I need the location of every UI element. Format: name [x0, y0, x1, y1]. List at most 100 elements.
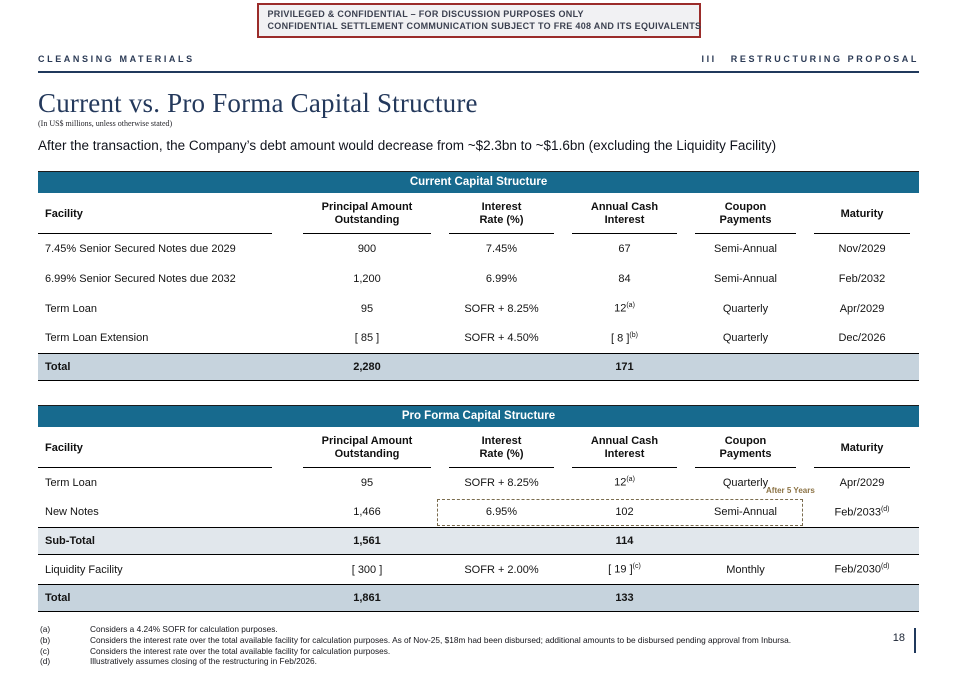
cell-interest-rate: SOFR + 4.50% — [464, 332, 539, 345]
cell-annual-cash: 67 — [618, 242, 631, 255]
total-label: Total — [38, 353, 294, 381]
footnote-marker: (b) — [40, 634, 51, 645]
header-left-label: CLEANSING MATERIALS — [38, 54, 195, 64]
col-header-annual-cash: Annual Cash Interest — [563, 193, 686, 234]
total-label: Total — [38, 584, 294, 612]
cell-interest-rate: SOFR + 8.25% — [464, 476, 539, 489]
lead-sentence: After the transaction, the Company’s deb… — [38, 138, 777, 153]
col-header-maturity: Maturity — [805, 427, 919, 468]
total-principal: 1,861 — [294, 584, 440, 612]
table-row: Term Loan 95 SOFR + 8.25% 12(a) Quarterl… — [38, 294, 919, 324]
banner-line-2: CONFIDENTIAL SETTLEMENT COMMUNICATION SU… — [267, 21, 702, 31]
table-title: Current Capital Structure — [38, 171, 920, 193]
cell-coupon: Monthly — [726, 563, 765, 576]
footnotes: (a) Considers a 4.24% SOFR for calculati… — [40, 624, 919, 667]
table-row: 6.99% Senior Secured Notes due 2032 1,20… — [38, 264, 919, 294]
footnote-ref: (a) — [626, 302, 635, 310]
cell-coupon: Quarterly — [722, 302, 769, 315]
footnote-text: Considers the interest rate over the tot… — [90, 645, 391, 656]
cell-facility: Liquidity Facility — [45, 563, 123, 576]
section-title: RESTRUCTURING PROPOSAL — [730, 54, 919, 64]
cell-facility: New Notes — [45, 506, 99, 519]
cell-maturity: Feb/2033(d) — [834, 505, 890, 519]
cell-maturity: Feb/2032 — [838, 272, 886, 285]
table-title-band: Current Capital Structure — [38, 171, 920, 193]
col-header-annual-cash: Annual Cash Interest — [563, 427, 686, 468]
footnote-marker: (a) — [40, 624, 51, 634]
section-number: III — [701, 54, 717, 64]
cell-annual-cash: 84 — [618, 272, 631, 285]
page-number: 18 — [892, 632, 905, 644]
table-title-band: Pro Forma Capital Structure — [38, 405, 919, 427]
units-note: (In US$ millions, unless otherwise state… — [38, 119, 173, 128]
footnote-ref: (b) — [629, 331, 638, 339]
table-row: Term Loan Extension [ 85 ] SOFR + 4.50% … — [38, 324, 919, 354]
cell-maturity: Feb/2030(d) — [834, 563, 890, 576]
table-row: Liquidity Facility [ 300 ] SOFR + 2.00% … — [38, 555, 919, 585]
footnote: (a) Considers a 4.24% SOFR for calculati… — [40, 624, 919, 635]
footnote-text: Illustratively assumes closing of the re… — [90, 656, 317, 667]
footnote-ref: (d) — [880, 563, 890, 571]
column-header-row: Facility Principal Amount Outstanding Int… — [38, 193, 919, 234]
cell-facility: 6.99% Senior Secured Notes due 2032 — [45, 272, 236, 285]
footnote-marker: (d) — [40, 656, 51, 667]
cell-principal: 95 — [360, 476, 374, 489]
col-header-principal: Principal Amount Outstanding — [294, 193, 440, 234]
footnote-ref: (a) — [626, 476, 635, 484]
cell-annual-cash: 12(a) — [614, 302, 635, 315]
cell-coupon: Quarterly — [722, 332, 769, 345]
total-annual-cash: 133 — [563, 584, 686, 612]
footnote-ref: (c) — [632, 563, 641, 571]
cell-interest-rate: 6.99% — [485, 272, 518, 285]
current-capital-structure-table: Current Capital Structure Facility Princ… — [38, 171, 920, 381]
footnote: (d) Illustratively assumes closing of th… — [40, 656, 919, 667]
col-header-interest-rate: Interest Rate (%) — [440, 193, 563, 234]
column-header-row: Facility Principal Amount Outstanding Int… — [38, 427, 919, 468]
footnote-ref: (d) — [880, 505, 890, 513]
footnote: (c) Considers the interest rate over the… — [40, 646, 919, 657]
after-5-years-label: After 5 Years — [766, 485, 815, 495]
cell-interest-rate: SOFR + 8.25% — [464, 302, 539, 315]
cell-facility: Term Loan — [45, 476, 97, 489]
cell-interest-rate: 7.45% — [485, 242, 518, 255]
cell-principal: 95 — [360, 302, 374, 315]
col-header-interest-rate: Interest Rate (%) — [440, 427, 563, 468]
slide-header: CLEANSING MATERIALS III RESTRUCTURING PRO… — [38, 54, 919, 64]
cell-facility: Term Loan — [45, 302, 97, 315]
subtotal-label: Sub-Total — [38, 527, 294, 555]
footnote-text: Considers the interest rate over the tot… — [90, 634, 792, 645]
total-principal: 2,280 — [294, 353, 440, 381]
table-row: 7.45% Senior Secured Notes due 2029 900 … — [38, 234, 919, 264]
cell-maturity: Apr/2029 — [839, 476, 885, 489]
cell-annual-cash: [ 8 ](b) — [611, 331, 638, 345]
cell-principal: 1,200 — [353, 272, 381, 285]
col-header-coupon: Coupon Payments — [686, 427, 805, 468]
subtotal-principal: 1,561 — [294, 527, 440, 555]
cell-principal: 900 — [357, 242, 377, 255]
page-number-divider — [914, 628, 916, 653]
footnote: (b) Considers the interest rate over the… — [40, 635, 919, 646]
cell-annual-cash: 102 — [615, 506, 634, 519]
cell-facility: 7.45% Senior Secured Notes due 2029 — [45, 242, 236, 255]
col-header-coupon: Coupon Payments — [686, 193, 805, 234]
header-right-label: III RESTRUCTURING PROPOSAL — [701, 54, 919, 64]
footnote-text: Considers a 4.24% SOFR for calculation p… — [90, 624, 278, 634]
cell-coupon: Semi-Annual — [714, 506, 777, 519]
cell-principal: [ 300 ] — [351, 563, 383, 576]
col-header-facility: Facility — [38, 427, 294, 468]
cell-annual-cash: 12(a) — [614, 476, 635, 489]
total-annual-cash: 171 — [563, 353, 686, 381]
cell-annual-cash: [ 19 ](c) — [608, 563, 641, 576]
pro-forma-capital-structure-table: Pro Forma Capital Structure Facility Pri… — [38, 405, 919, 612]
col-header-maturity: Maturity — [805, 193, 919, 234]
cell-principal: 1,466 — [353, 506, 381, 519]
cell-maturity: Apr/2029 — [839, 302, 885, 315]
header-divider — [38, 71, 919, 73]
cell-interest-rate: 6.95% After 5 Years — [437, 486, 815, 528]
table-row: Term Loan 95 SOFR + 8.25% 12(a) Quarterl… — [38, 468, 919, 498]
banner-line-1: PRIVILEGED & CONFIDENTIAL – FOR DISCUSSI… — [267, 9, 584, 19]
cell-interest-rate: SOFR + 2.00% — [464, 563, 539, 576]
subtotal-row: Sub-Total 1,561 114 — [38, 527, 919, 555]
footnote-marker: (c) — [40, 645, 50, 656]
cell-maturity: Nov/2029 — [838, 242, 886, 255]
